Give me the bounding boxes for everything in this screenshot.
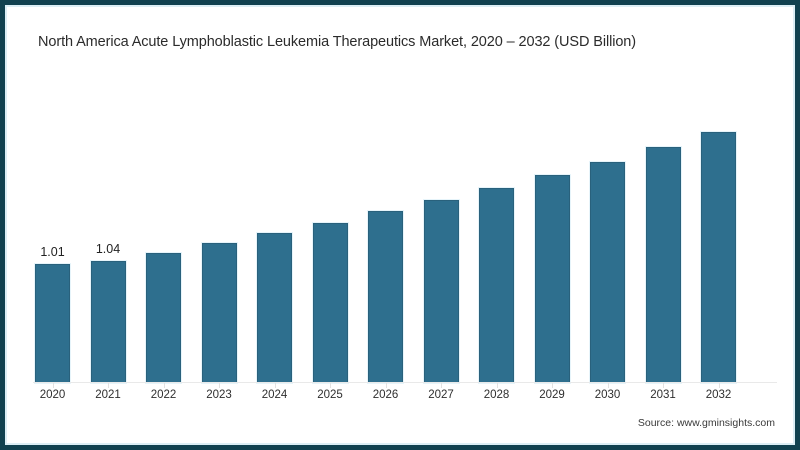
bar [201, 242, 237, 383]
x-tick-mark [385, 383, 387, 388]
x-tick-mark [663, 383, 664, 388]
x-axis-tick-labels: 2020 2021 2022 2023 2024 2025 2026 2027 2028 2029… [25, 383, 785, 409]
x-tick-label-2032: 2032 [705, 389, 732, 401]
x-tick-label-2026: 2026 [372, 389, 399, 401]
x-axis-line [33, 382, 777, 383]
x-tick-mark [496, 383, 498, 388]
x-tick-label-2023: 2023 [206, 389, 232, 401]
plot-area: 1.01 1.04 [25, 65, 785, 383]
x-tick-mark [330, 383, 331, 388]
x-tick-label-2030: 2030 [594, 389, 621, 401]
bar [701, 132, 736, 383]
bar-series: 1.01 1.04 [25, 65, 785, 383]
x-tick-mark [274, 383, 276, 388]
bar-value-label: 1.04 [95, 241, 121, 256]
bar [90, 260, 126, 383]
chart-title: North America Acute Lymphoblastic Leukem… [38, 34, 636, 50]
x-tick-label-2025: 2025 [317, 389, 343, 401]
bar [423, 200, 459, 383]
x-tick-mark [52, 383, 54, 388]
bar [645, 147, 681, 383]
x-tick-label-2028: 2028 [483, 389, 510, 401]
bar-value-label: 1.01 [40, 245, 65, 260]
x-tick-mark [441, 383, 442, 388]
bar [479, 187, 514, 383]
bar [35, 264, 70, 383]
bar [368, 211, 403, 383]
bar [534, 174, 570, 383]
x-tick-label-2021: 2021 [95, 389, 121, 401]
bar [257, 233, 292, 383]
x-tick-label-2031: 2031 [650, 389, 676, 401]
bar [312, 222, 348, 383]
source-attribution: Source: www.gminsights.com [637, 417, 775, 429]
x-tick-label-2027: 2027 [428, 389, 454, 401]
bar [590, 161, 625, 383]
x-tick-label-2024: 2024 [261, 389, 288, 401]
x-tick-mark [108, 383, 109, 388]
x-tick-label-2020: 2020 [39, 389, 66, 401]
x-tick-mark [718, 383, 720, 388]
x-tick-label-2022: 2022 [150, 389, 177, 401]
x-tick-mark [552, 383, 553, 388]
x-tick-mark [607, 383, 609, 388]
bar [146, 253, 181, 383]
x-tick-label-2029: 2029 [539, 389, 565, 401]
x-tick-mark [219, 383, 220, 388]
x-tick-mark [163, 383, 165, 388]
